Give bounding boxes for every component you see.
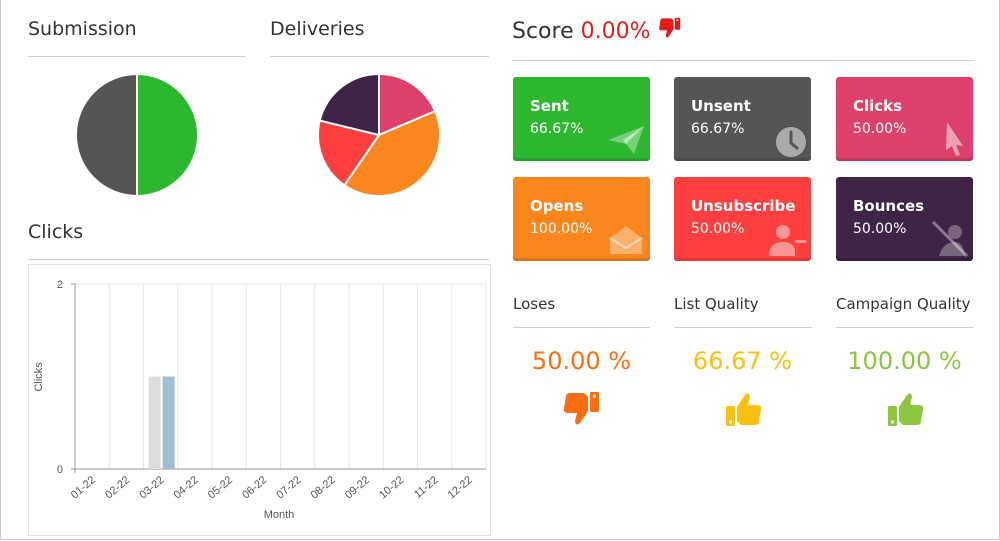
bounces-label: Bounces	[853, 197, 925, 215]
opens-label: Opens	[530, 197, 584, 215]
thumbs-down-icon	[658, 17, 680, 38]
clicks-tile[interactable]: Clicks 50.00%	[836, 77, 973, 161]
x-tick-label: 02-22	[103, 474, 132, 501]
campaign-quality-value: 100.00 %	[847, 347, 962, 375]
x-tick-label: 12-22	[446, 474, 475, 501]
submission-divider	[28, 56, 246, 57]
deliveries-divider	[270, 56, 489, 57]
score-label: Score	[512, 19, 574, 44]
clicks-label: Clicks	[853, 97, 903, 115]
deliveries-slice-orange[interactable]	[343, 109, 441, 197]
sent-value: 66.67%	[530, 121, 584, 137]
x-tick-label: 08-22	[309, 474, 338, 501]
unsubscribe-tile[interactable]: Unsubscribe 50.00%	[674, 177, 811, 261]
score-value: 0.00%	[580, 19, 651, 44]
opens-value: 100.00%	[530, 221, 593, 237]
user-remove-icon	[769, 225, 806, 256]
deliveries-slice-purple[interactable]	[318, 73, 380, 137]
x-tick-label: 01-22	[69, 474, 98, 501]
y-tick-label: 0	[57, 464, 63, 476]
thumbs-up-icon	[726, 393, 762, 426]
clicks-value: 50.00%	[853, 121, 907, 137]
deliveries-pie-chart	[317, 73, 441, 197]
envelope-open-icon	[609, 226, 643, 254]
list-quality-divider	[674, 327, 812, 328]
x-tick-label: 07-22	[274, 474, 303, 501]
unsent-label: Unsent	[691, 97, 751, 115]
x-axis-label: Month	[264, 509, 295, 521]
x-tick-label: 09-22	[343, 474, 372, 501]
bounces-value: 50.00%	[853, 221, 907, 237]
deliveries-title: Deliveries	[270, 18, 365, 40]
thumbs-up-icon	[888, 393, 924, 426]
thumbs-down-icon	[563, 392, 599, 425]
clicks-divider	[28, 259, 489, 260]
list-quality-value: 66.67 %	[692, 347, 793, 375]
sent-label: Sent	[530, 97, 569, 115]
bar-03-22-series-1[interactable]	[148, 376, 161, 470]
opens-tile[interactable]: Opens 100.00%	[513, 177, 650, 261]
clock-icon	[776, 127, 806, 157]
x-tick-label: 10-22	[377, 474, 406, 501]
loses-divider	[513, 327, 650, 328]
clicks-title: Clicks	[28, 221, 84, 243]
campaign-quality-divider	[836, 327, 974, 328]
y-tick-label: 2	[57, 279, 63, 291]
x-tick-label: 04-22	[172, 474, 201, 501]
bar-03-22-series-2[interactable]	[162, 376, 175, 470]
unsubscribe-label: Unsubscribe	[691, 197, 796, 215]
bounce-icon	[931, 220, 969, 258]
deliveries-slice-pink[interactable]	[378, 73, 437, 137]
clicks-chart-panel	[28, 264, 491, 536]
sent-tile[interactable]: Sent 66.67%	[513, 77, 650, 161]
loses-label: Loses	[513, 295, 556, 313]
submission-pie-chart	[75, 73, 199, 197]
campaign-quality-label: Campaign Quality	[836, 295, 971, 313]
list-quality-label: List Quality	[674, 295, 759, 313]
loses-value: 50.00 %	[531, 347, 632, 375]
cursor-icon	[946, 122, 963, 156]
submission-slice-green[interactable]	[136, 73, 199, 197]
unsubscribe-value: 50.00%	[691, 221, 745, 237]
score-divider	[512, 60, 974, 61]
clicks-bar-chart: 0 2 01-22 02-22 03-22 04-22 05-22 06-22 07-22 08-…	[33, 279, 487, 521]
bounces-tile[interactable]: Bounces 50.00%	[836, 177, 973, 261]
y-axis-label: Clicks	[33, 362, 45, 392]
unsent-tile[interactable]: Unsent 66.67%	[674, 77, 811, 161]
x-tick-label: 11-22	[412, 474, 441, 501]
score-heading: Score 0.00%	[512, 16, 682, 44]
x-tick-label: 06-22	[240, 474, 269, 501]
x-tick-label: 05-22	[206, 474, 235, 501]
x-tick-label: 03-22	[137, 474, 166, 501]
submission-slice-grey[interactable]	[75, 73, 138, 197]
deliveries-slice-red[interactable]	[317, 119, 381, 187]
submission-title: Submission	[28, 18, 137, 40]
unsent-value: 66.67%	[691, 121, 745, 137]
paper-plane-icon	[608, 126, 644, 154]
